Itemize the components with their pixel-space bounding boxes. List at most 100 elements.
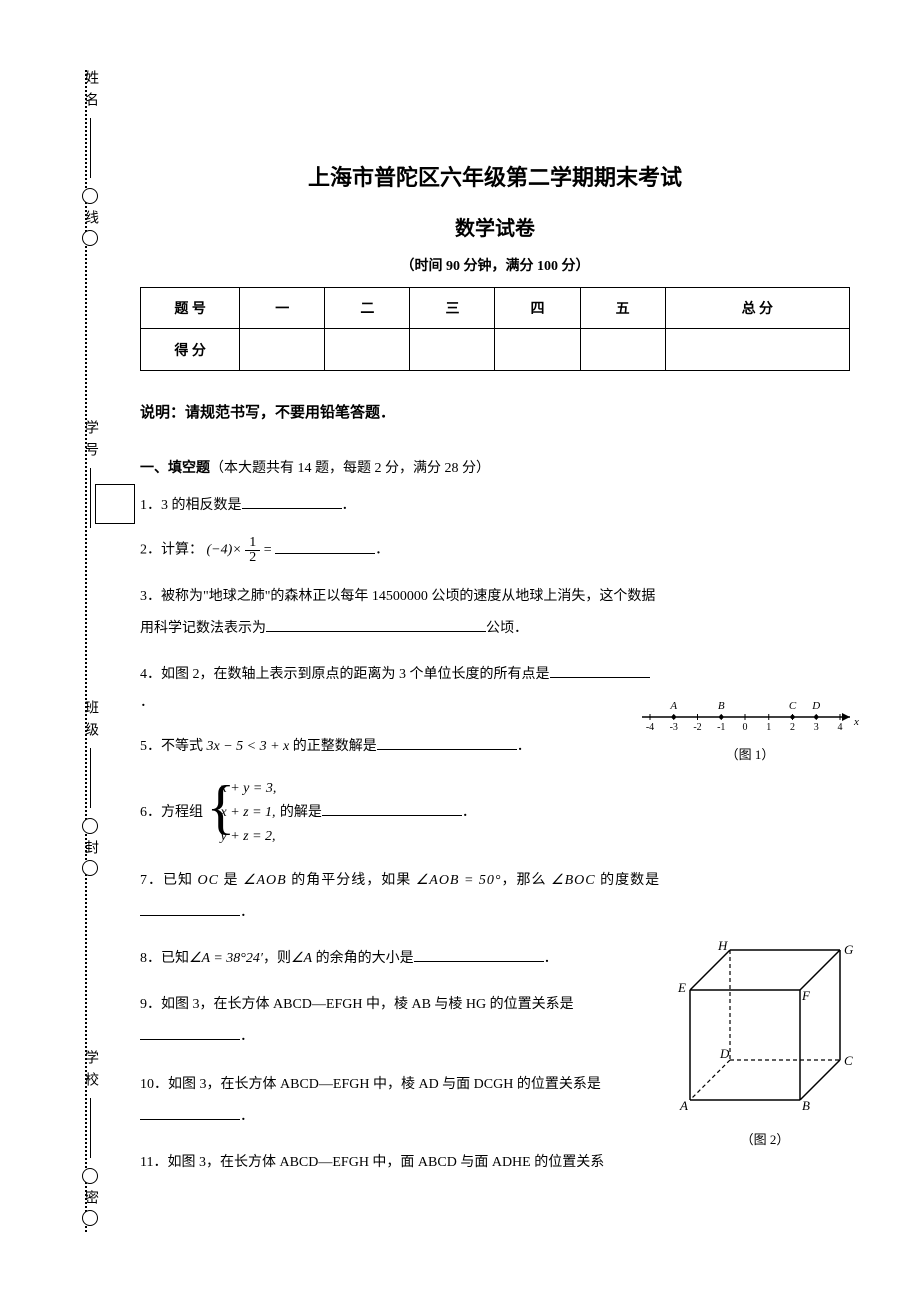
section-1-header: 一、填空题（本大题共有 14 题，每题 2 分，满分 28 分） xyxy=(140,457,850,477)
td-blank xyxy=(495,329,580,371)
exam-info: （时间 90 分钟，满分 100 分） xyxy=(140,255,850,275)
fig1-caption: （图 1） xyxy=(640,744,860,763)
svg-text:G: G xyxy=(844,942,854,957)
q7-boc: ∠BOC xyxy=(551,873,596,888)
q7-a: 7．已知 xyxy=(140,873,198,888)
figure-cuboid: A B C D E F G H （图 2） xyxy=(670,940,860,1148)
q3-text-a: 3．被称为"地球之肺"的森林正以每年 14500000 公顷的速度从地球上消失，… xyxy=(140,589,655,604)
q2-math: (−4)× xyxy=(207,543,242,558)
number-line-svg: -4-3-2-101234ABCD x xyxy=(640,695,860,735)
td-blank xyxy=(325,329,410,371)
svg-text:3: 3 xyxy=(814,722,819,733)
th-total: 总 分 xyxy=(665,288,849,329)
seal-circle xyxy=(82,230,98,246)
q8-c: 的余角的大小是 xyxy=(312,951,414,966)
section-1-desc: （本大题共有 14 题，每题 2 分，满分 28 分） xyxy=(210,461,490,476)
q7-c: 的角平分线，如果 xyxy=(287,873,412,888)
binding-label-class: 班级 xyxy=(80,700,100,744)
frac-num: 1 xyxy=(245,536,260,551)
cuboid-svg: A B C D E F G H xyxy=(670,940,860,1120)
svg-text:C: C xyxy=(844,1053,853,1068)
svg-text:1: 1 xyxy=(766,722,771,733)
svg-text:-4: -4 xyxy=(646,722,654,733)
svg-text:C: C xyxy=(789,700,797,712)
q7-d: ，那么 xyxy=(502,873,547,888)
q5-text-a: 5．不等式 xyxy=(140,739,203,754)
q7-oc: OC xyxy=(198,873,219,888)
td-blank xyxy=(665,329,849,371)
exam-title: 上海市普陀区六年级第二学期期末考试 xyxy=(140,160,850,192)
q2-text: 2．计算： xyxy=(140,543,203,558)
q3-text-b: 用科学记数法表示为 xyxy=(140,621,266,636)
q7-aob: ∠AOB xyxy=(243,873,287,888)
exam-subtitle: 数学试卷 xyxy=(140,212,850,241)
svg-text:-2: -2 xyxy=(693,722,701,733)
svg-text:4: 4 xyxy=(838,722,843,733)
q11-text: 11．如图 3，在长方体 ABCD—EFGH 中，面 ABCD 与面 ADHE … xyxy=(140,1155,604,1170)
axis-var: x xyxy=(853,716,859,728)
th-col: 二 xyxy=(325,288,410,329)
th-col: 三 xyxy=(410,288,495,329)
binding-blank xyxy=(90,748,91,808)
seal-mi: 密 xyxy=(80,1190,100,1204)
fraction: 1 2 xyxy=(245,536,260,565)
q7-e: 的度数是 xyxy=(596,873,661,888)
svg-text:F: F xyxy=(801,988,811,1003)
svg-text:E: E xyxy=(677,980,686,995)
figure-number-line: -4-3-2-101234ABCD x （图 1） xyxy=(640,695,860,763)
table-row: 题 号 一 二 三 四 五 总 分 xyxy=(141,288,850,329)
table-row: 得 分 xyxy=(141,329,850,371)
seal-circle xyxy=(82,1168,98,1184)
section-1-label: 一、填空题 xyxy=(140,461,210,476)
equation-system: { x + y = 3, x + z = 1, y + z = 2, xyxy=(207,777,277,849)
q1-text: 1．3 的相反数是 xyxy=(140,498,242,513)
q10-text: 10．如图 3，在长方体 ABCD—EFGH 中，棱 AD 与面 DCGH 的位… xyxy=(140,1077,601,1092)
q8-b: ，则 xyxy=(263,951,291,966)
answer-blank xyxy=(242,493,342,509)
score-table: 题 号 一 二 三 四 五 总 分 得 分 xyxy=(140,287,850,371)
question-1: 1．3 的相反数是． xyxy=(140,492,850,520)
td-blank xyxy=(580,329,665,371)
seal-circle xyxy=(82,188,98,204)
q6-text-a: 6．方程组 xyxy=(140,805,203,820)
q8-math: ∠A = 38°24′ xyxy=(189,951,263,966)
svg-text:0: 0 xyxy=(743,722,748,733)
fig2-caption: （图 2） xyxy=(670,1129,860,1148)
left-brace-icon: { xyxy=(207,777,236,849)
score-entry-box xyxy=(95,484,135,524)
q5-text-b: 的正整数解是 xyxy=(293,739,377,754)
q8-angle: ∠A xyxy=(291,951,312,966)
binding-margin: 姓名 线 学号 班级 封 学校 密 xyxy=(75,70,105,1232)
svg-text:2: 2 xyxy=(790,722,795,733)
q2-eq: = xyxy=(264,543,272,558)
svg-text:-1: -1 xyxy=(717,722,725,733)
th-col: 一 xyxy=(240,288,325,329)
frac-den: 2 xyxy=(245,551,260,565)
binding-blank xyxy=(90,118,91,178)
svg-text:D: D xyxy=(811,700,820,712)
question-6: 6．方程组 { x + y = 3, x + z = 1, y + z = 2,… xyxy=(140,777,850,849)
seal-xian: 线 xyxy=(80,210,100,224)
instructions: 说明：请规范书写，不要用铅笔答题． xyxy=(140,401,850,422)
binding-label-name: 姓名 xyxy=(80,70,100,114)
svg-text:B: B xyxy=(802,1098,810,1113)
th-col: 五 xyxy=(580,288,665,329)
q8-a: 8．已知 xyxy=(140,951,189,966)
svg-text:D: D xyxy=(719,1046,730,1061)
answer-blank xyxy=(414,946,544,962)
question-3: 3．被称为"地球之肺"的森林正以每年 14500000 公顷的速度从地球上消失，… xyxy=(140,581,850,645)
td-blank xyxy=(410,329,495,371)
binding-blank xyxy=(90,468,91,528)
q7-b: 是 xyxy=(219,873,243,888)
answer-blank xyxy=(322,800,462,816)
svg-text:B: B xyxy=(718,700,725,712)
answer-blank xyxy=(275,538,375,554)
svg-text:A: A xyxy=(679,1098,688,1113)
th-col: 四 xyxy=(495,288,580,329)
seal-circle xyxy=(82,818,98,834)
svg-text:-3: -3 xyxy=(670,722,678,733)
question-11: 11．如图 3，在长方体 ABCD—EFGH 中，面 ABCD 与面 ADHE … xyxy=(140,1149,850,1177)
td-blank xyxy=(240,329,325,371)
answer-blank xyxy=(140,1024,240,1040)
binding-label-id: 学号 xyxy=(80,420,100,464)
